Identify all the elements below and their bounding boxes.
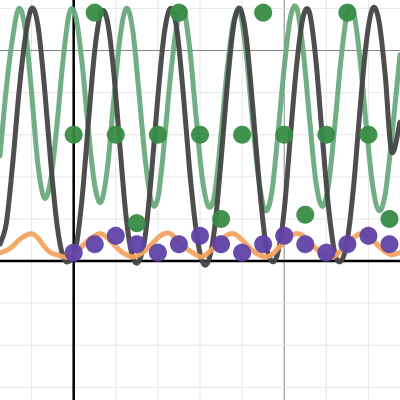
series-4-point-13[interactable]	[338, 235, 357, 254]
series-1-curve	[0, 4, 400, 268]
series-4-point-12[interactable]	[317, 243, 336, 262]
series-3-point-14[interactable]	[359, 125, 378, 144]
series-3-point-10[interactable]	[275, 125, 294, 144]
series-4-point-10[interactable]	[275, 226, 294, 245]
series-3-point-5[interactable]	[169, 3, 188, 22]
series-4-point-0[interactable]	[64, 243, 83, 262]
series-3-point-11[interactable]	[296, 205, 315, 224]
series-4-point-7[interactable]	[212, 235, 231, 254]
series-3-point-1[interactable]	[85, 3, 104, 22]
series-4-point-1[interactable]	[85, 235, 104, 254]
series-3-point-13[interactable]	[338, 3, 357, 22]
series-4-point-3[interactable]	[127, 235, 146, 254]
series-3-point-9[interactable]	[254, 3, 273, 22]
series-4-point-2[interactable]	[106, 226, 125, 245]
series-3-point-6[interactable]	[191, 125, 209, 144]
series-3-point-3[interactable]	[127, 214, 146, 233]
series-4-point-14[interactable]	[359, 226, 378, 245]
series-3-point-4[interactable]	[148, 125, 167, 144]
series-3-point-12[interactable]	[317, 125, 336, 144]
series-4-point-5[interactable]	[169, 235, 188, 254]
series-4-point-11[interactable]	[296, 235, 315, 254]
series-4-point-4[interactable]	[148, 243, 167, 262]
series-4-point-6[interactable]	[191, 226, 209, 245]
series-3-point-7[interactable]	[212, 209, 231, 228]
series-layer	[0, 3, 400, 268]
series-4-point-9[interactable]	[254, 235, 273, 254]
series-4-point-8[interactable]	[233, 243, 252, 262]
series-3-point-2[interactable]	[106, 125, 125, 144]
series-4-point-15[interactable]	[380, 235, 399, 254]
series-0-curve	[0, 3, 400, 214]
series-3-point-0[interactable]	[64, 125, 83, 144]
series-3-point-15[interactable]	[380, 209, 399, 228]
series-3-point-8[interactable]	[233, 125, 252, 144]
